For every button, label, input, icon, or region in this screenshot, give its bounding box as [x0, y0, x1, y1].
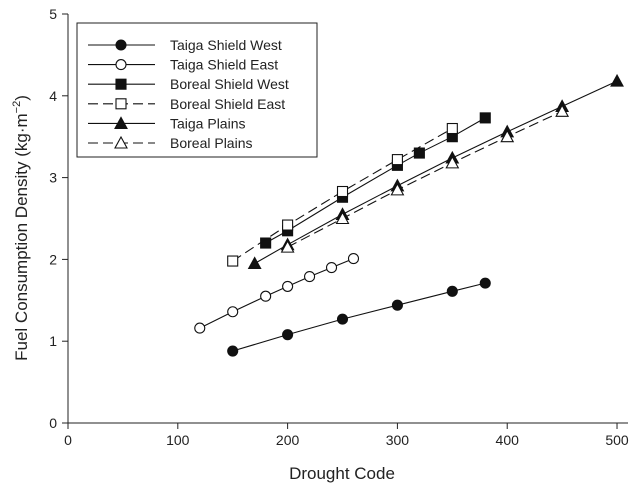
- data-point-taiga-shield-west: [391, 299, 403, 311]
- data-point-boreal-shield-west: [479, 112, 491, 124]
- x-tick-label: 200: [276, 432, 300, 448]
- legend-item-boreal-plains: Boreal Plains: [88, 135, 253, 151]
- data-point-taiga-shield-east: [347, 253, 360, 265]
- x-tick-label: 0: [64, 432, 72, 448]
- x-axis-title: Drought Code: [289, 464, 395, 483]
- legend-marker-boreal-plains: [114, 135, 128, 149]
- y-axis-title-main: Fuel Consumption Density (kg·m: [12, 113, 31, 361]
- x-tick-label: 300: [386, 432, 410, 448]
- data-point-boreal-shield-east: [391, 154, 403, 166]
- x-tick-label: 500: [605, 432, 629, 448]
- data-point-boreal-plains: [335, 211, 350, 225]
- legend-label-boreal-shield-east: Boreal Shield East: [170, 96, 285, 112]
- data-point-boreal-shield-east: [336, 185, 349, 198]
- series-boreal-plains: [280, 104, 570, 253]
- data-point-boreal-shield-east: [227, 255, 239, 267]
- y-tick-label: 3: [49, 170, 57, 186]
- data-point-taiga-shield-east: [282, 280, 294, 292]
- data-point-boreal-shield-east: [446, 122, 458, 135]
- data-point-taiga-shield-west: [446, 285, 458, 297]
- series-boreal-shield-east: [227, 122, 458, 267]
- legend-label-taiga-shield-west: Taiga Shield West: [170, 37, 282, 53]
- y-tick-label: 5: [49, 6, 57, 22]
- legend-item-boreal-shield-west: Boreal Shield West: [88, 76, 289, 92]
- x-tick-label: 400: [496, 432, 520, 448]
- legend-label-taiga-plains: Taiga Plains: [170, 115, 246, 131]
- legend-label-boreal-shield-west: Boreal Shield West: [170, 76, 289, 92]
- legend-label-taiga-shield-east: Taiga Shield East: [170, 57, 278, 73]
- y-tick-label: 0: [49, 415, 57, 431]
- data-point-taiga-shield-east: [304, 271, 316, 283]
- data-point-boreal-plains: [390, 182, 405, 196]
- axes: 0 100 200 300 400 500 0 1 2 3 4 5: [49, 6, 629, 448]
- data-point-taiga-shield-west: [336, 313, 349, 325]
- data-point-taiga-shield-east: [260, 290, 272, 302]
- legend-label-boreal-plains: Boreal Plains: [170, 135, 253, 151]
- series-boreal-shield-west: [260, 112, 491, 249]
- y-tick-label: 2: [49, 251, 57, 267]
- legend: Taiga Shield West Taiga Shield East Boreal…: [76, 22, 318, 158]
- data-point-boreal-plains: [280, 239, 295, 253]
- legend-item-taiga-plains: Taiga Plains: [88, 115, 246, 131]
- y-axis-title: Fuel Consumption Density (kg·m−2): [11, 95, 31, 361]
- y-axis-title-close: ): [12, 95, 31, 101]
- legend-marker-boreal-shield-west: [115, 78, 127, 90]
- data-point-boreal-plains: [555, 104, 570, 117]
- series-line-taiga-plains: [254, 80, 618, 264]
- data-point-taiga-plains: [610, 73, 624, 87]
- series-line-taiga-shield-west: [232, 282, 486, 352]
- series-line-boreal-plains: [287, 110, 563, 248]
- data-point-boreal-shield-west: [413, 147, 425, 159]
- y-axis-title-superscript: −2: [11, 101, 23, 114]
- y-tick-label: 4: [49, 88, 57, 104]
- data-point-taiga-shield-west: [227, 345, 239, 357]
- data-point-taiga-shield-east: [325, 262, 338, 274]
- legend-item-taiga-shield-west: Taiga Shield West: [88, 37, 282, 53]
- series-taiga-shield-west: [227, 277, 491, 357]
- data-point-taiga-shield-east: [227, 306, 239, 318]
- data-point-taiga-shield-west: [479, 277, 491, 289]
- data-point-taiga-plains: [247, 256, 262, 270]
- data-point-boreal-plains: [445, 155, 460, 169]
- legend-marker-boreal-shield-east: [115, 98, 127, 110]
- data-point-taiga-shield-west: [282, 329, 294, 341]
- plot-area: [194, 73, 624, 357]
- data-point-boreal-plains: [500, 129, 515, 143]
- legend-item-taiga-shield-east: Taiga Shield East: [88, 57, 278, 73]
- y-tick-label: 1: [49, 333, 57, 349]
- series-taiga-shield-east: [194, 253, 360, 334]
- x-tick-label: 100: [166, 432, 190, 448]
- legend-marker-taiga-shield-west: [115, 39, 127, 51]
- legend-item-boreal-shield-east: Boreal Shield East: [88, 96, 285, 112]
- legend-marker-taiga-shield-east: [115, 59, 127, 71]
- legend-marker-taiga-plains: [114, 116, 128, 129]
- data-point-boreal-shield-east: [282, 219, 294, 231]
- data-point-taiga-shield-east: [194, 322, 206, 334]
